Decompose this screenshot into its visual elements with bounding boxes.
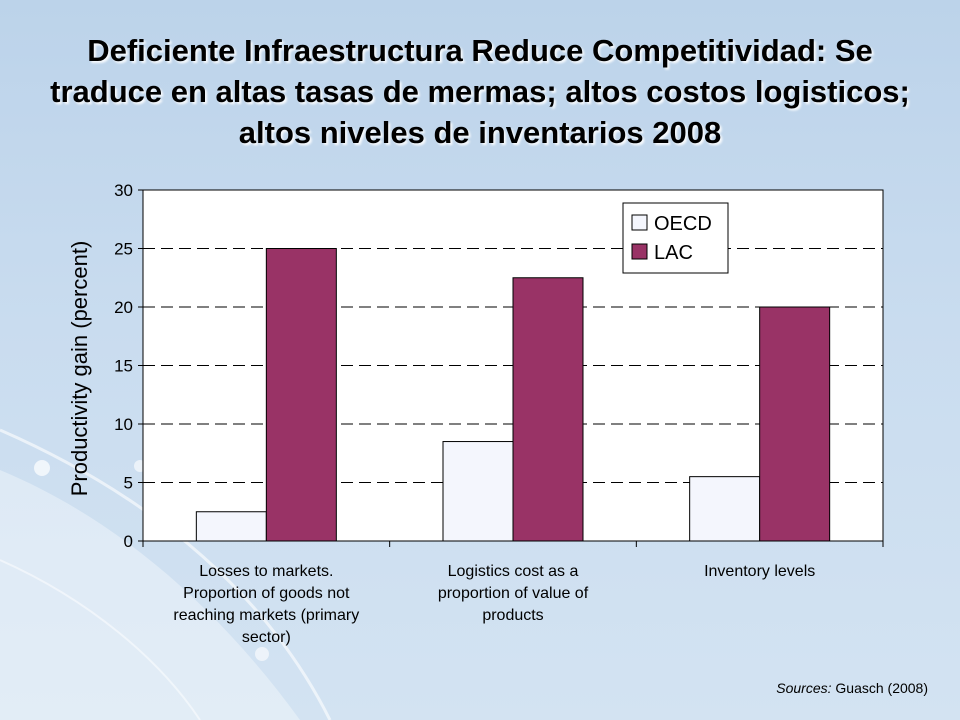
bar-oecd	[442, 441, 514, 542]
y-tick-label: 0	[124, 532, 133, 551]
y-tick-label: 10	[114, 415, 133, 434]
x-tick-label-line: Logistics cost as a	[448, 563, 579, 580]
legend-label: LAC	[654, 242, 693, 264]
bar-lac	[265, 248, 337, 542]
y-tick-label: 15	[114, 357, 133, 376]
x-tick-label-line: Losses to markets.	[199, 563, 333, 580]
source-text: Guasch (2008)	[831, 680, 928, 696]
y-tick-label: 20	[114, 298, 133, 317]
x-tick-label-line: proportion of value of	[438, 585, 589, 602]
y-axis-label: Productivity gain (percent)	[67, 241, 92, 497]
bar-lac	[759, 306, 831, 542]
x-tick-label: Logistics cost as a proportion of value o…	[438, 563, 589, 624]
x-tick-label: Losses to markets. Proportion of goods no…	[173, 563, 359, 646]
y-tick-label: 25	[114, 240, 133, 259]
source-note: Sources: Guasch (2008)	[776, 680, 928, 696]
legend-swatch	[631, 214, 648, 231]
x-tick-label-line: products	[482, 607, 543, 624]
legend-label: OECD	[654, 213, 712, 235]
y-tick-label: 30	[114, 181, 133, 200]
y-tick-label: 5	[124, 474, 133, 493]
x-tick-label-line: Inventory levels	[704, 563, 815, 580]
bar-oecd	[195, 511, 267, 542]
x-tick-label-line: reaching markets (primary	[173, 607, 359, 624]
x-tick-label-line: sector)	[242, 629, 291, 646]
bar-oecd	[689, 476, 761, 542]
legend-swatch	[631, 243, 648, 260]
slide-title: Deficiente Infraestructura Reduce Compet…	[50, 33, 910, 150]
x-tick-label: Inventory levels	[704, 563, 815, 580]
x-tick-label-line: Proportion of goods not	[183, 585, 350, 602]
bar-lac	[512, 277, 584, 542]
source-label: Sources:	[776, 680, 832, 696]
